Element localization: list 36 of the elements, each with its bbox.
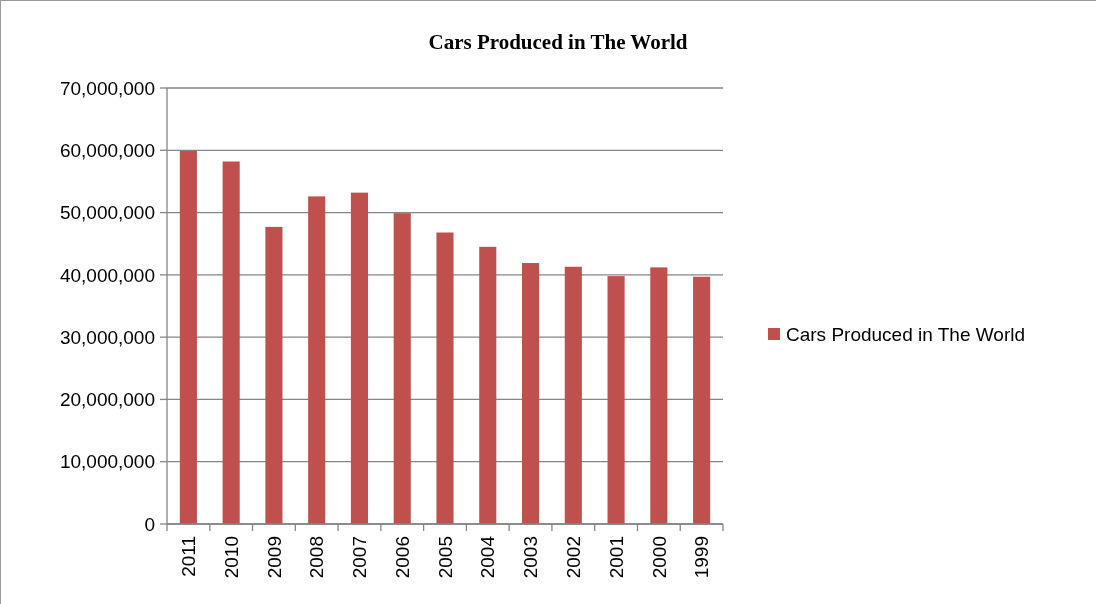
x-tick-label: 2009 (263, 536, 285, 579)
x-tick-label: 2010 (220, 536, 242, 579)
bar (521, 263, 540, 524)
bar (607, 276, 625, 524)
bar (436, 232, 454, 524)
bar (350, 192, 369, 524)
bar (222, 161, 240, 524)
x-tick-label: 2002 (562, 536, 584, 579)
y-tick-label: 50,000,000 (59, 202, 155, 224)
x-tick-label: 2001 (605, 536, 627, 579)
x-tick-label: 2011 (178, 536, 200, 577)
y-tick-label: 70,000,000 (59, 77, 155, 99)
bar (650, 267, 668, 524)
x-tick-label: 2003 (520, 536, 542, 579)
bar (479, 246, 497, 524)
y-tick-label: 40,000,000 (59, 264, 155, 286)
x-tick-label: 2007 (349, 536, 371, 579)
bar (693, 276, 711, 524)
bar (179, 150, 197, 524)
y-tick-label: 60,000,000 (59, 139, 155, 161)
bar (308, 196, 326, 524)
x-tick-label: 2000 (648, 536, 670, 579)
x-tick-label: 2004 (477, 535, 499, 579)
x-tick-label: 2005 (434, 536, 456, 579)
y-tick-label: 20,000,000 (59, 389, 155, 411)
chart-title: Cars Produced in The World (428, 30, 688, 54)
x-tick-label: 1999 (691, 536, 713, 579)
x-tick-label: 2006 (391, 536, 413, 579)
y-tick-label: 10,000,000 (59, 451, 155, 473)
legend-label: Cars Produced in The World (786, 323, 1026, 345)
bar (564, 266, 582, 524)
y-tick-label: 30,000,000 (59, 326, 155, 348)
bar (265, 226, 283, 524)
y-tick-label: 0 (144, 513, 155, 535)
x-tick-label: 2008 (306, 536, 328, 579)
bar (393, 213, 411, 524)
